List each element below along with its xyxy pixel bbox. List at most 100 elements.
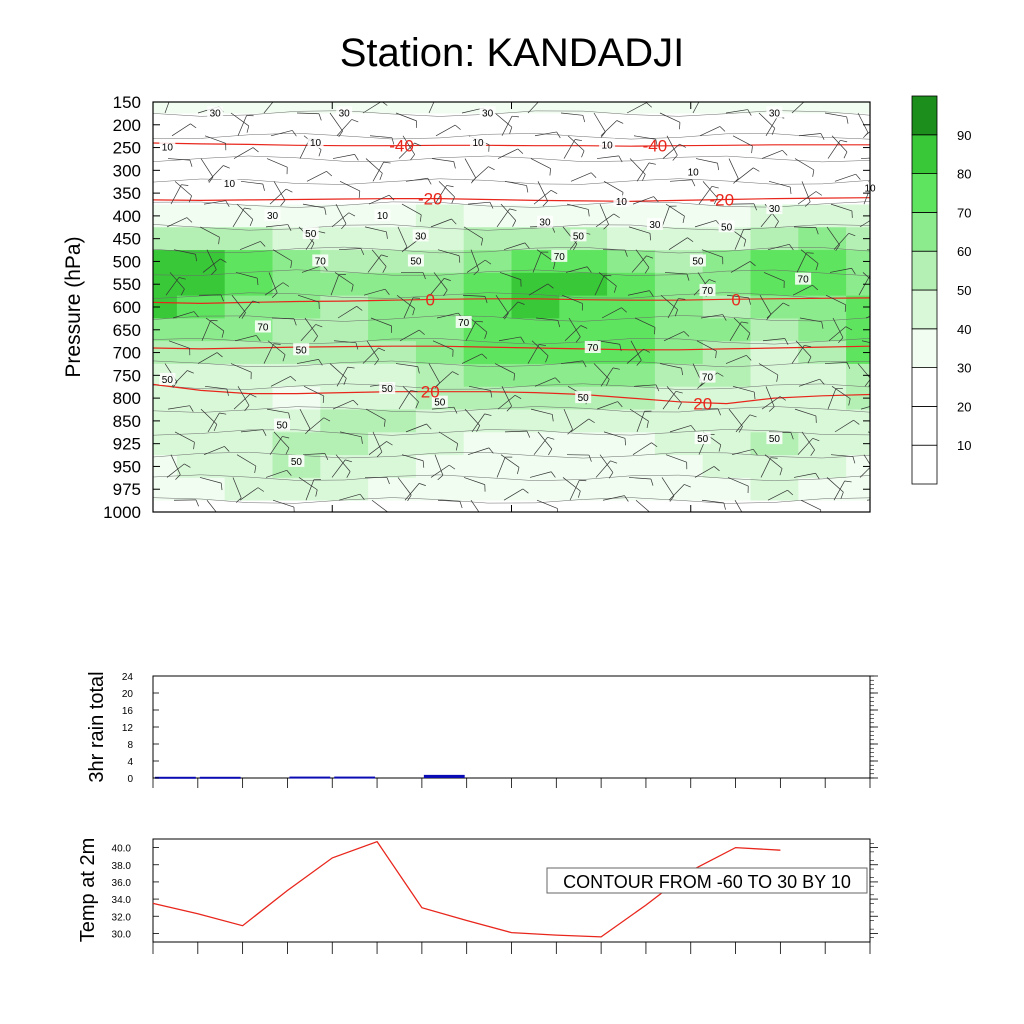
wind-barb <box>494 112 513 128</box>
wind-barb <box>402 135 415 155</box>
wind-barb <box>429 278 445 296</box>
wind-barb <box>204 385 227 390</box>
rh-cell <box>368 227 417 251</box>
wind-barb-flag <box>410 390 418 393</box>
wind-barb <box>635 499 651 512</box>
wind-barb <box>428 102 435 114</box>
wind-barb <box>174 181 192 197</box>
wind-barb <box>468 385 491 391</box>
wind-barb-flag <box>355 342 359 350</box>
wind-barb-flag <box>410 154 415 161</box>
wind-barb-flag <box>804 344 812 348</box>
wind-barb <box>464 158 476 178</box>
wind-barb <box>536 499 558 509</box>
wind-barb <box>471 166 489 182</box>
rh-contour-label: 10 <box>602 140 614 151</box>
wind-barb <box>398 142 415 159</box>
rh-cell <box>272 102 321 114</box>
rh-label-bg <box>699 370 716 383</box>
rh-cell <box>368 500 417 512</box>
wind-barb <box>561 294 583 304</box>
rh-label-bg <box>599 138 616 151</box>
wind-barb-flag <box>608 472 614 479</box>
wind-barb-flag <box>553 262 556 270</box>
wind-barb <box>167 158 190 161</box>
wind-barb <box>230 363 252 373</box>
wind-barb <box>269 436 283 455</box>
rh-cell <box>320 386 369 411</box>
rh-contour-label: 50 <box>434 398 446 409</box>
wind-barb <box>366 340 379 360</box>
wind-barb <box>529 471 552 478</box>
wind-barb <box>169 272 185 290</box>
wind-barb <box>265 224 288 228</box>
rh-label-bg <box>288 454 305 467</box>
wind-barb-flag <box>280 200 286 207</box>
wind-barb-flag <box>488 166 495 171</box>
rh-cell <box>368 318 417 342</box>
wind-barb-flag <box>621 307 627 313</box>
rh-contour-label: 30 <box>210 108 222 119</box>
pressure-tick-label: 450 <box>113 230 141 249</box>
rain-bar <box>423 774 465 778</box>
rh-cell <box>798 136 847 160</box>
rh-cell <box>511 318 560 342</box>
wind-barb-flag <box>574 139 582 141</box>
wind-barb-flag <box>650 478 654 486</box>
rh-label-bg <box>412 229 429 242</box>
rh-cell <box>750 363 799 388</box>
rh-cell <box>702 500 752 512</box>
wind-barb-flag <box>855 173 861 180</box>
wind-barb-flag <box>789 186 792 195</box>
rh-cell <box>654 341 704 365</box>
wind-barb-flag <box>282 282 290 287</box>
wind-barb-flag <box>768 406 775 412</box>
wind-barb-flag <box>749 414 757 418</box>
wind-barb <box>500 454 520 468</box>
rh-cell <box>415 272 465 297</box>
rh-cell <box>153 272 178 297</box>
wind-barb <box>302 453 325 456</box>
wind-barb-flag <box>290 260 293 268</box>
rh-cell <box>654 113 704 137</box>
wind-barb <box>167 405 190 410</box>
rh-contour-label: 70 <box>458 318 470 329</box>
rh-cell <box>368 158 417 183</box>
wind-barb <box>726 294 749 299</box>
wind-barb <box>829 267 852 273</box>
rain-y-tick-label: 24 <box>122 672 134 683</box>
wind-barb <box>430 218 452 228</box>
wind-barb <box>791 102 805 114</box>
wind-barb <box>732 135 753 147</box>
rh-cell <box>846 318 870 342</box>
rh-label-bg <box>455 315 472 328</box>
wind-barb <box>563 139 576 159</box>
temp-y-tick-label: 30.0 <box>112 929 132 940</box>
temp-y-tick-label: 38.0 <box>112 861 132 872</box>
wind-barb <box>174 431 195 443</box>
wind-barb-flag <box>208 176 214 183</box>
wind-barb <box>470 500 480 512</box>
colorbar-box <box>911 211 938 252</box>
wind-barb <box>631 255 647 273</box>
rh-contour-label: 50 <box>305 229 317 240</box>
wind-barb <box>562 477 581 492</box>
wind-barb-flag <box>782 302 790 307</box>
wind-barb <box>233 147 254 159</box>
rh-cell <box>463 318 513 342</box>
rain-y-tick-label: 8 <box>127 740 133 751</box>
rh-label-bg <box>307 136 324 148</box>
wind-barb <box>627 290 650 296</box>
wind-barb <box>271 317 294 320</box>
rh-cell <box>320 113 369 137</box>
rh-contour-line <box>153 155 870 163</box>
rh-cell <box>702 409 752 433</box>
rh-cell <box>559 272 608 297</box>
rh-cell <box>846 477 870 502</box>
wind-barb <box>630 340 642 361</box>
wind-barb <box>595 213 615 228</box>
contour-info-box <box>546 867 868 894</box>
wind-barb-flag <box>351 284 354 292</box>
rh-cell <box>224 158 274 183</box>
rh-cell <box>846 136 870 160</box>
